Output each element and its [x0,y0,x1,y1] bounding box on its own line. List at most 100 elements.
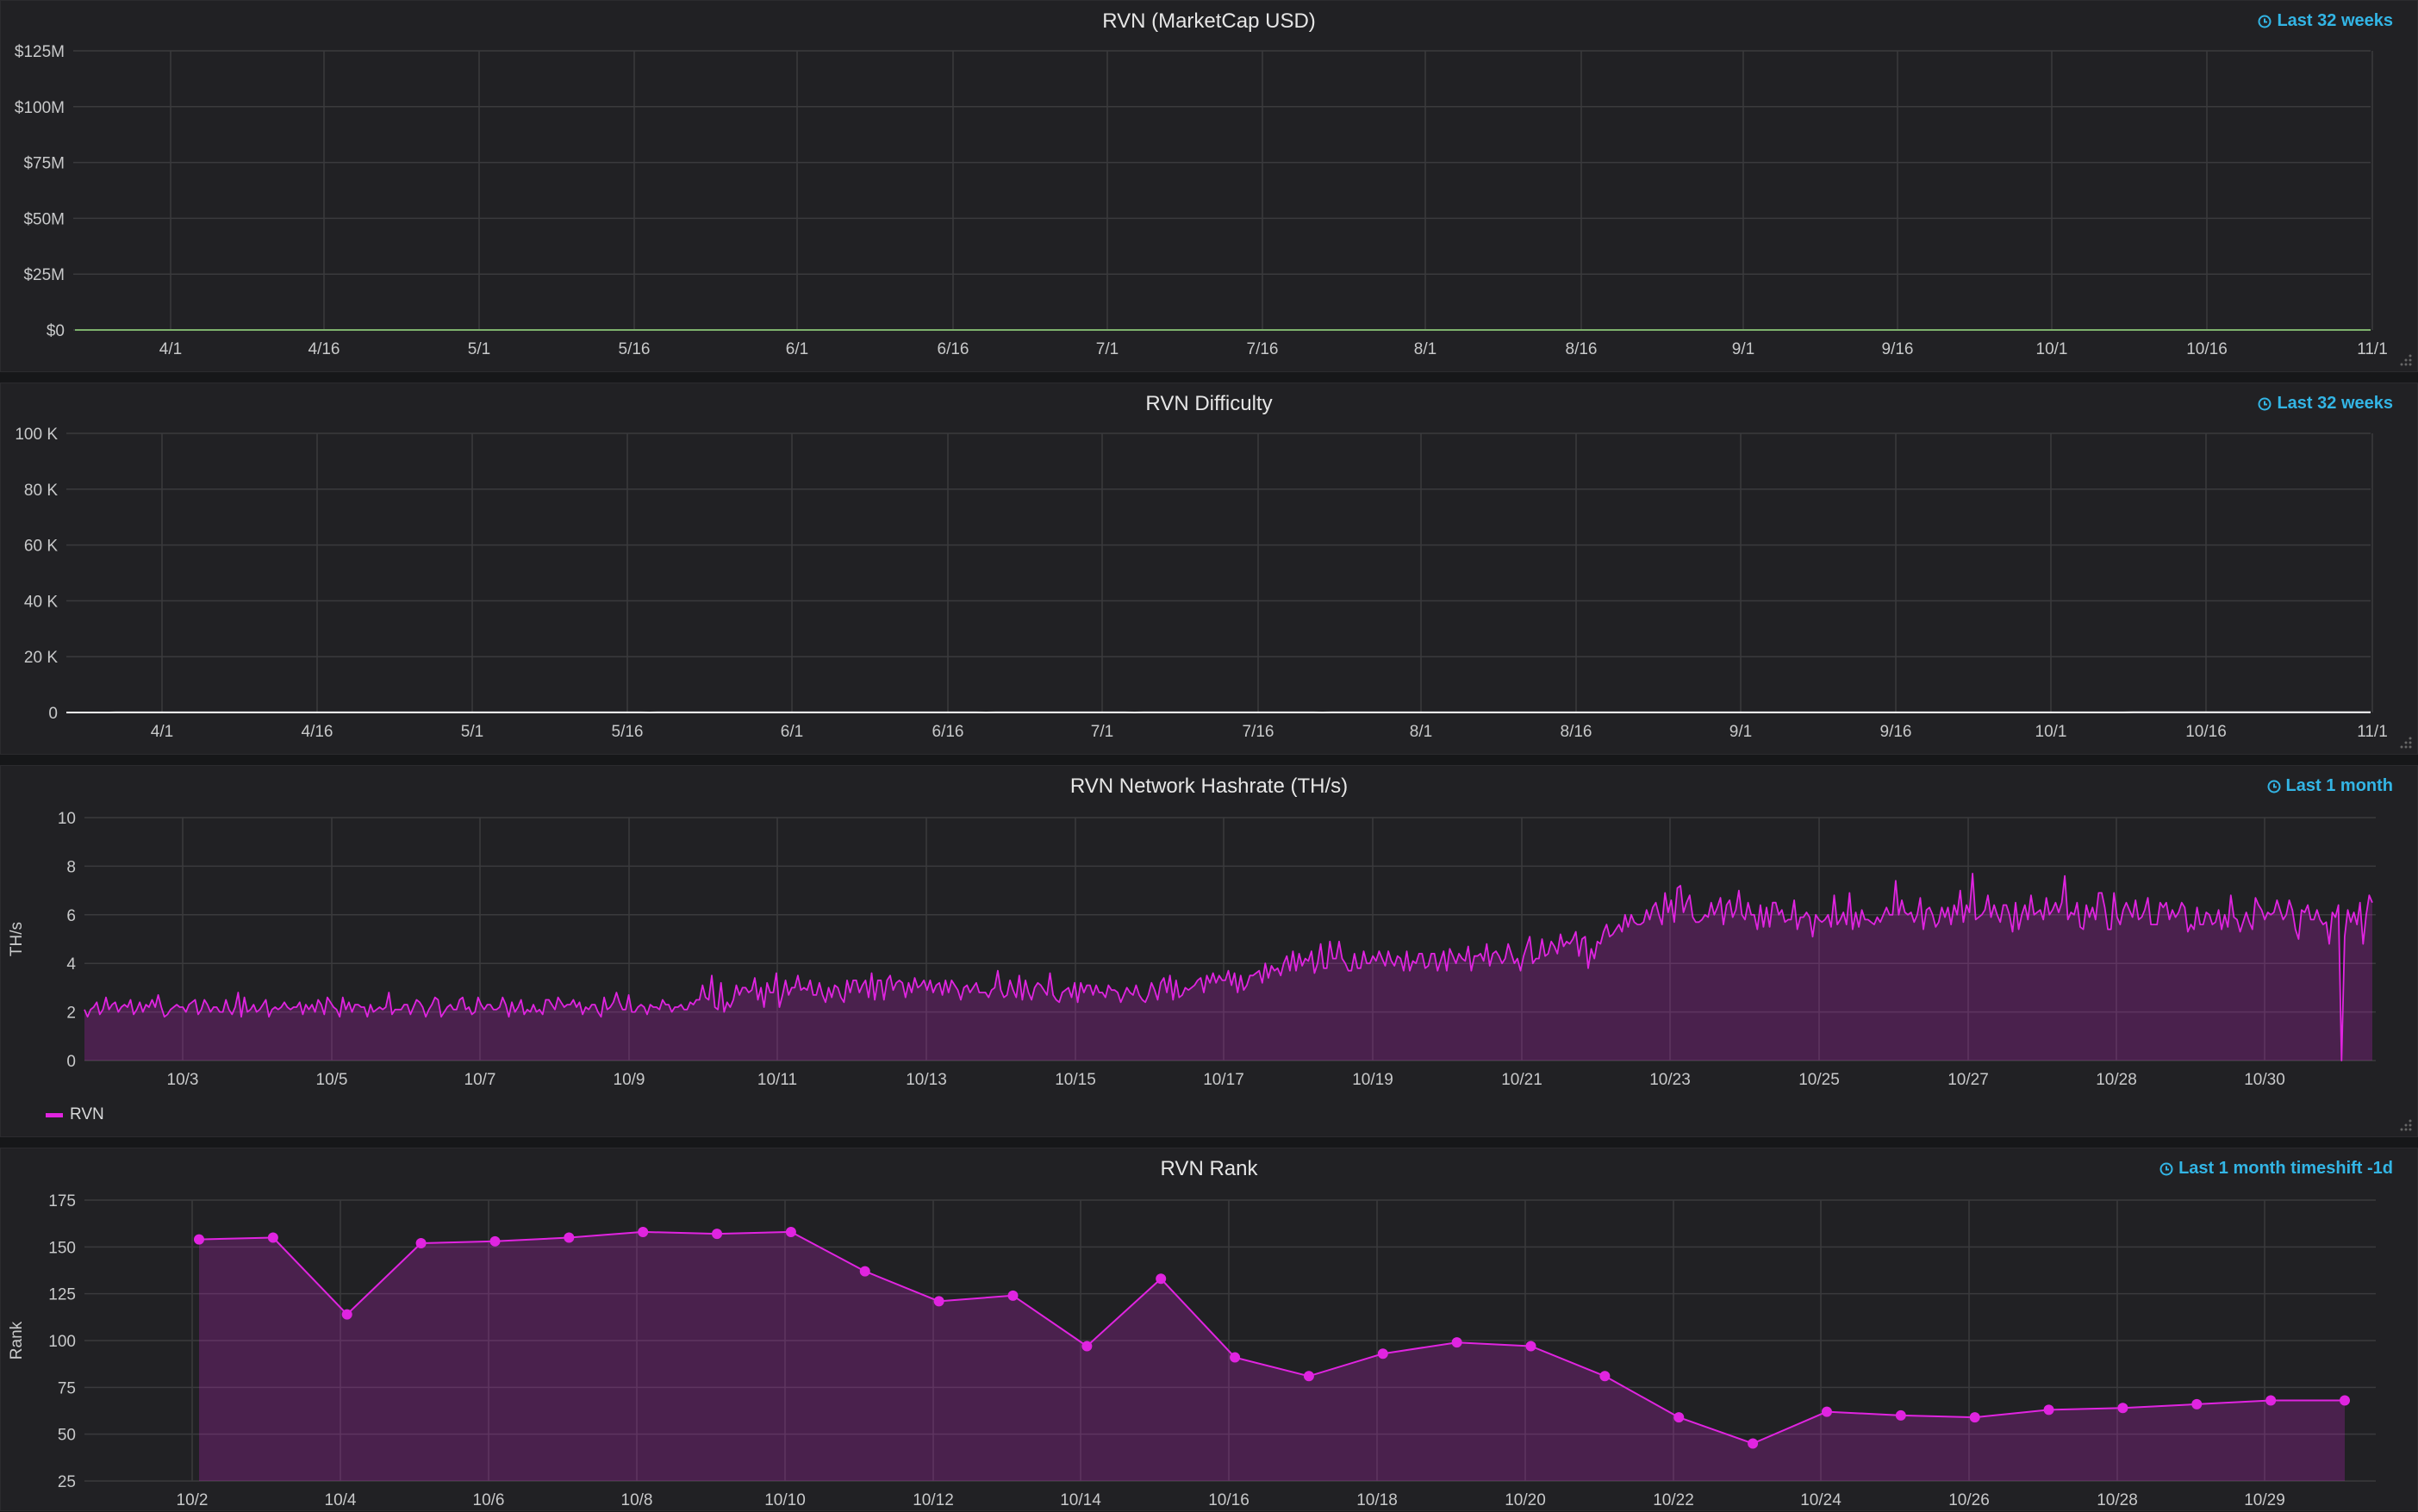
y-tick-label: $50M [23,210,65,228]
y-tick-label: $125M [15,43,65,61]
data-point [786,1227,796,1237]
x-tick-label: 8/1 [1414,340,1436,358]
legend[interactable]: RVN [46,1105,104,1124]
y-axis-label: TH/s [8,922,26,956]
x-tick-label: 6/16 [932,723,964,741]
y-tick-label: $100M [15,99,65,117]
data-point [1304,1371,1314,1381]
data-point [1230,1353,1240,1363]
y-tick-label: 150 [48,1239,76,1257]
data-point [268,1232,278,1242]
data-point [1378,1348,1388,1359]
resize-handle-icon[interactable] [2400,737,2412,749]
x-tick-label: 9/1 [1732,340,1754,358]
x-tick-label: 6/16 [938,340,969,358]
x-tick-label: 10/25 [1798,1071,1840,1089]
x-tick-label: 10/12 [913,1491,954,1509]
x-tick-label: 5/1 [461,723,483,741]
y-tick-label: 0 [66,1053,76,1071]
x-tick-label: 10/11 [757,1071,797,1089]
x-tick-label: 5/1 [468,340,490,358]
x-tick-label: 10/16 [2186,340,2228,358]
x-tick-label: 6/1 [786,340,808,358]
panel-hashrate[interactable]: RVN Network Hashrate (TH/s) Last 1 month… [0,765,2418,1137]
data-point [1822,1407,1832,1417]
x-tick-label: 10/22 [1653,1491,1694,1509]
y-tick-label: 50 [58,1427,76,1445]
y-tick-label: 6 [66,907,76,925]
series-area [84,874,2372,1061]
y-tick-label: 125 [48,1286,76,1304]
x-tick-label: 6/1 [781,723,803,741]
x-tick-label: 10/24 [1800,1491,1842,1509]
data-point [1452,1337,1462,1347]
panel-marketcap[interactable]: RVN (MarketCap USD) Last 32 weeks $0$25M… [0,0,2418,372]
y-axis-label: Rank [8,1321,26,1360]
x-tick-label: 10/27 [1947,1071,1989,1089]
data-point [2044,1404,2054,1415]
resize-handle-icon[interactable] [2400,354,2412,366]
data-point [489,1236,500,1247]
y-tick-label: $25M [23,266,65,284]
data-point [416,1238,427,1248]
x-tick-label: 9/16 [1882,340,1914,358]
data-point [1081,1341,1092,1352]
x-tick-label: 10/1 [2035,723,2067,741]
x-tick-label: 7/16 [1247,340,1279,358]
data-point [1970,1412,1980,1422]
data-point [194,1235,204,1245]
data-point [2340,1396,2350,1406]
y-tick-label: 20 K [24,649,58,667]
data-point [1007,1291,1018,1301]
y-tick-label: 8 [66,858,76,876]
data-point [1896,1410,1906,1421]
x-tick-label: 10/29 [2244,1491,2285,1509]
y-tick-label: 4 [66,955,76,974]
x-tick-label: 4/16 [302,723,333,741]
x-tick-label: 8/16 [1561,723,1592,741]
x-tick-label: 5/16 [619,340,651,358]
data-point [638,1227,648,1237]
y-tick-label: 0 [48,705,58,723]
data-point [1599,1371,1610,1381]
y-tick-label: 10 [58,810,76,828]
y-tick-label: 100 [48,1333,76,1351]
data-point [1748,1439,1758,1449]
data-point [342,1310,352,1320]
x-tick-label: 10/28 [2096,1071,2137,1089]
y-tick-label: 100 K [15,426,58,444]
y-tick-label: 40 K [24,593,58,611]
data-point [564,1232,574,1242]
y-tick-label: 60 K [24,538,58,556]
x-tick-label: 7/1 [1096,340,1119,358]
x-tick-label: 10/13 [906,1071,947,1089]
x-tick-label: 10/8 [621,1491,653,1509]
x-tick-label: 10/16 [2185,723,2227,741]
x-tick-label: 10/15 [1055,1071,1096,1089]
x-tick-label: 10/9 [614,1071,645,1089]
x-tick-label: 10/23 [1649,1071,1691,1089]
data-point [934,1296,944,1306]
legend-label[interactable]: RVN [70,1105,104,1124]
x-tick-label: 10/10 [764,1491,806,1509]
x-tick-label: 11/1 [2357,340,2388,358]
legend-swatch [46,1113,63,1117]
x-tick-label: 10/28 [2097,1491,2138,1509]
x-tick-label: 10/5 [316,1071,348,1089]
x-tick-label: 10/7 [464,1071,496,1089]
x-tick-label: 7/1 [1091,723,1113,741]
series-area [199,1232,2345,1481]
y-tick-label: $75M [23,155,65,173]
x-tick-label: 10/1 [2036,340,2068,358]
x-tick-label: 7/16 [1243,723,1274,741]
resize-handle-icon[interactable] [2400,1119,2412,1131]
y-tick-label: 25 [58,1473,76,1491]
x-tick-label: 4/1 [151,723,173,741]
x-tick-label: 10/21 [1501,1071,1542,1089]
y-tick-label: $0 [47,322,65,340]
data-point [860,1266,870,1277]
